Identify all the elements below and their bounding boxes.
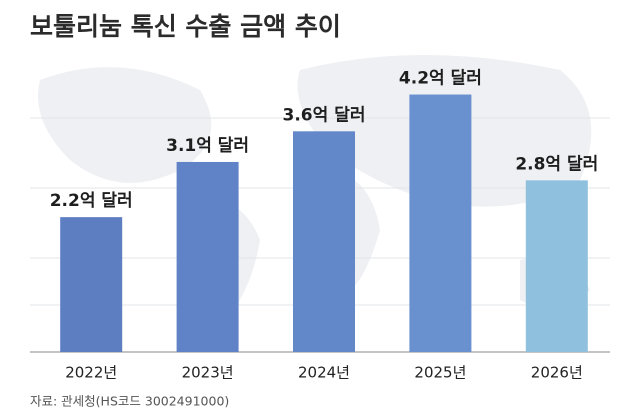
x-tick-label: 2023년 (182, 364, 234, 382)
value-label: 2.2억 달러 (50, 190, 133, 211)
source-note: 자료: 관세청(HS코드 3002491000) (30, 394, 229, 409)
x-tick-label: 2022년 (65, 364, 117, 382)
bar (293, 131, 355, 352)
x-tick-label: 2024년 (298, 364, 350, 382)
value-label: 3.1억 달러 (166, 135, 249, 156)
value-label: 4.2억 달러 (399, 68, 482, 89)
bar (176, 161, 239, 352)
value-label: 3.6억 달러 (283, 104, 366, 125)
x-tick-label: 2025년 (414, 364, 466, 382)
value-label: 2.8억 달러 (515, 153, 598, 174)
bar (60, 217, 123, 352)
bar (409, 94, 472, 353)
chart-title: 보툴리눔 톡신 수출 금액 추이 (30, 12, 341, 41)
x-tick-label: 2026년 (531, 364, 583, 382)
bar (525, 180, 588, 352)
